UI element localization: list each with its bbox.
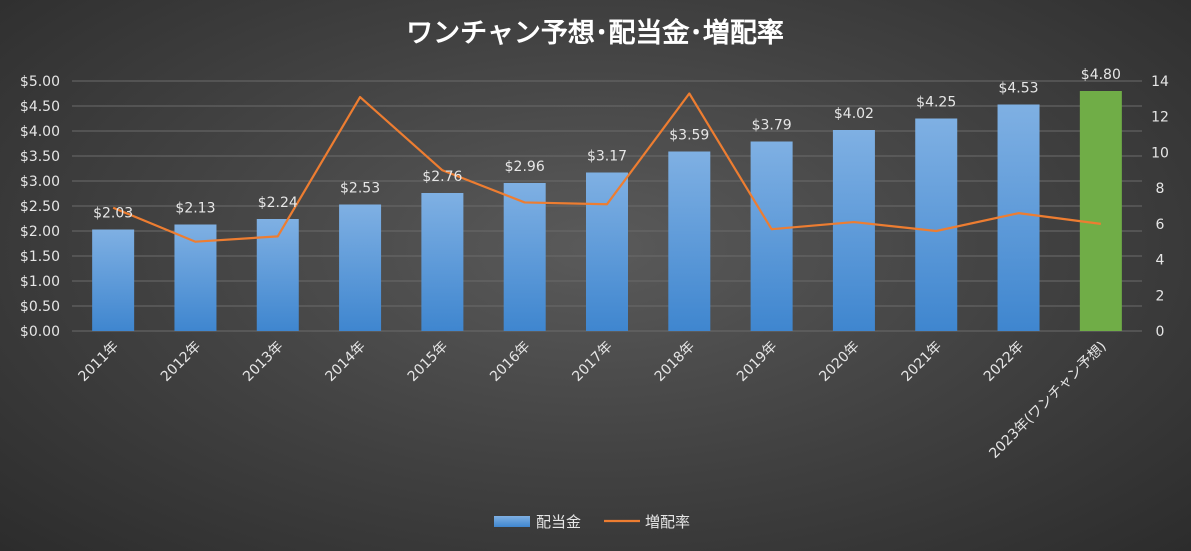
left-tick-label: $2.00 [20,224,60,240]
left-tick-label: $5.00 [20,74,60,90]
bar-data-label: $4.80 [1081,67,1121,83]
bar-data-label: $4.25 [916,95,956,111]
legend-line-label: 増配率 [645,513,690,531]
data-labels: $2.03 $2.13 $2.24 $2.53 $2.76 $2.96 $3.17 $3.59… [93,67,1121,222]
right-axis: 0 2 4 6 8 10 12 14 [1151,74,1169,340]
left-tick-label: $3.50 [20,149,60,165]
bar-data-label: $4.02 [834,106,874,122]
bar-data-label: $4.53 [998,81,1038,97]
chart-title: ワンチャン予想･配当金･増配率 [406,17,784,49]
right-tick-label: 0 [1156,324,1165,340]
bar [750,141,793,331]
bar [586,172,628,331]
category-label: 2015年 [405,339,451,385]
left-tick-label: $4.00 [20,124,60,140]
category-label: 2016年 [487,339,533,385]
bar-data-label: $2.76 [422,169,462,185]
bar-series [92,91,1122,331]
right-tick-label: 12 [1151,110,1169,126]
bar-data-label: $3.79 [752,118,792,134]
bar [339,204,382,331]
right-tick-label: 2 [1156,288,1165,304]
left-tick-label: $2.50 [20,199,60,215]
category-label: 2021年 [899,339,945,385]
legend-bar-swatch [494,516,530,527]
bar [1079,91,1122,331]
left-tick-label: $3.00 [20,174,60,190]
right-tick-label: 10 [1151,145,1169,161]
category-label: 2019年 [734,339,780,385]
right-tick-label: 14 [1151,74,1169,90]
category-label: 2013年 [240,339,286,385]
bar-data-label: $2.03 [93,206,133,222]
line-series [112,92,1101,243]
category-label: 2020年 [816,339,862,385]
category-label: 2011年 [76,339,122,385]
bar [915,118,958,331]
bar [668,151,711,331]
growth-rate-line [112,92,1101,243]
right-tick-label: 8 [1156,181,1165,197]
bar [997,104,1040,331]
left-tick-label: $0.00 [20,324,60,340]
category-axis: 2011年 2012年 2013年 2014年 2015年 2016年 2017年 2018年… [76,339,1110,462]
bar-data-label: $2.24 [258,195,298,211]
category-label: 2022年 [981,339,1027,385]
right-tick-label: 6 [1156,217,1165,233]
left-axis: $0.00 $0.50 $1.00 $1.50 $2.00 $2.50 $3.00 $3.50… [20,74,60,340]
bar-data-label: $2.13 [175,201,215,217]
bar-data-label: $2.96 [505,159,545,175]
bar-data-label: $2.53 [340,181,380,197]
left-tick-label: $4.50 [20,99,60,115]
bar-data-label: $3.17 [587,149,627,165]
left-tick-label: $1.00 [20,274,60,290]
bar-data-label: $3.59 [669,128,709,144]
bar [503,183,546,331]
legend-bar-label: 配当金 [536,513,581,531]
category-label: 2018年 [652,339,698,385]
category-label: 2017年 [569,339,615,385]
category-label: 2014年 [322,339,368,385]
bar [421,193,464,331]
legend: 配当金 増配率 [494,513,690,531]
right-tick-label: 4 [1156,253,1165,269]
bar [832,130,875,331]
category-label: 2012年 [158,339,204,385]
left-tick-label: $0.50 [20,299,60,315]
left-tick-label: $1.50 [20,249,60,265]
bar [92,229,135,331]
